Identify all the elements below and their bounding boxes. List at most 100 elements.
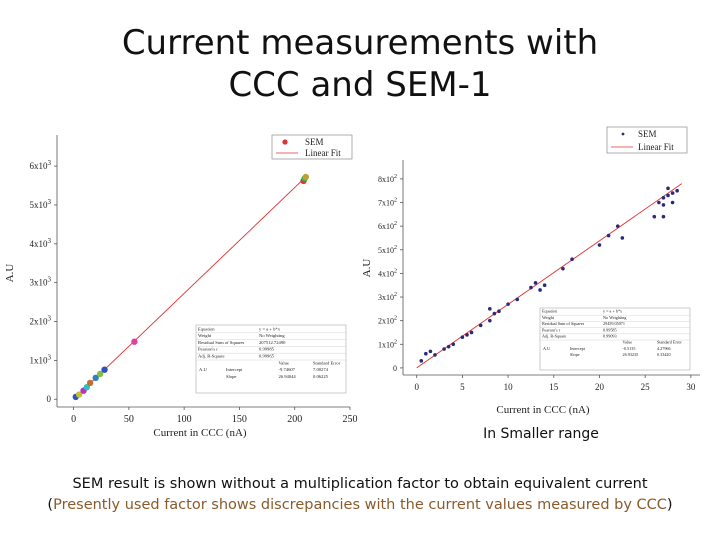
title-line-2: CCC and SEM-1 [228, 65, 492, 105]
left-chart-ticks: 0 50 100 150 200 250 0 1x103 2x103 3x103 4x103 5x10… [30, 159, 358, 425]
stats-key: Adj. R-Square [542, 334, 566, 339]
data-point [570, 257, 574, 262]
data-point [460, 335, 465, 339]
stats-param-cell: 7.00274 [313, 367, 329, 372]
data-point [302, 173, 309, 181]
y-tick-label: 2x103 [30, 315, 52, 327]
y-tick-label: 6x102 [378, 221, 397, 231]
data-point [675, 188, 679, 193]
data-point [670, 191, 675, 195]
right-chart-y-label: A.U [361, 259, 373, 278]
stats-param-cell: A.U [543, 346, 550, 351]
data-point [620, 236, 625, 240]
right-chart: 0 5 10 15 20 25 30 0 1x102 2x102 3x102 4x102 5x102 6x… [361, 126, 700, 416]
stats-param-cell: 26.93235 [623, 352, 639, 357]
data-point [101, 366, 108, 373]
stats-param-header: Value [623, 340, 633, 345]
y-tick-label: 5x103 [30, 198, 52, 210]
footnote-note: Presently used factor shows discrepancie… [53, 497, 637, 513]
footnote-ccc: CCC [636, 497, 667, 513]
data-point [428, 349, 433, 354]
data-point [446, 344, 451, 349]
title-line-1: Current measurements with [121, 23, 599, 63]
stats-value: No Weighting [259, 333, 285, 338]
x-tick-label: 100 [177, 414, 192, 425]
y-tick-label: 0 [47, 394, 52, 404]
stats-value: 0.99093 [603, 334, 617, 339]
data-point [75, 391, 83, 398]
data-point [615, 224, 620, 228]
left-chart-legend: SEM Linear Fit [271, 134, 353, 160]
stats-param-cell: -9.74607 [279, 367, 296, 372]
data-point [131, 338, 138, 345]
data-point [666, 186, 670, 191]
stats-param-cell: 0.06225 [313, 374, 329, 379]
data-point [606, 233, 611, 238]
x-tick-label: 30 [686, 382, 696, 392]
left-chart-y-label: A.U [4, 264, 16, 283]
stats-param-header: Standard Error [657, 340, 682, 345]
right-chart-x-label: Current in CCC (nA) [496, 404, 590, 416]
y-tick-label: 0 [393, 364, 397, 373]
right-chart-stats-table: Equation y = a + b*x Weight No Weighting Res… [539, 307, 691, 371]
stats-key: Pearson's r [542, 327, 561, 332]
data-point [538, 288, 542, 292]
data-point [666, 193, 670, 198]
data-point [657, 200, 661, 205]
y-tick-label: 4x103 [30, 237, 52, 249]
data-point [492, 311, 497, 316]
data-point [433, 353, 437, 357]
stats-key: Pearson's r [198, 347, 218, 352]
data-point [661, 203, 666, 207]
stats-param-cell: -0.5135 [623, 346, 636, 351]
data-point [542, 283, 547, 288]
stats-value: 0.99965 [259, 354, 275, 359]
y-tick-label: 3x103 [30, 276, 52, 288]
x-tick-label: 15 [549, 382, 559, 392]
stats-param-header: Value [279, 360, 289, 365]
footnote-line-2: (Presently used factor shows discrepanci… [10, 495, 710, 516]
stats-param-cell: A.U [199, 367, 207, 372]
legend-fit-label: Linear Fit [305, 148, 341, 158]
x-tick-label: 25 [641, 382, 651, 392]
data-point [488, 318, 492, 323]
right-chart-legend: SEM Linear Fit [606, 126, 688, 154]
footnote-paren-open: ( [47, 497, 54, 513]
left-chart-stats-table: Equation y = a + b*x Weight No Weighting Res… [195, 324, 347, 394]
data-point [86, 379, 94, 387]
y-tick-label: 4x102 [378, 268, 397, 278]
data-point [96, 370, 104, 378]
data-point [652, 214, 657, 219]
data-point [515, 297, 520, 302]
legend-sem-label: SEM [305, 137, 324, 147]
y-tick-label: 6x103 [30, 159, 52, 171]
data-point [533, 281, 538, 285]
stats-key: Residual Sum of Squares [198, 340, 245, 345]
y-tick-label: 1x102 [378, 339, 397, 349]
footnote: SEM result is shown without a multiplica… [10, 474, 710, 516]
stats-key: Equation [198, 326, 215, 331]
data-point [442, 347, 446, 351]
data-point [529, 285, 533, 290]
x-tick-label: 150 [232, 414, 247, 425]
data-point [488, 307, 492, 311]
x-tick-label: 0 [71, 414, 76, 425]
y-tick-label: 7x102 [378, 198, 397, 208]
stats-key: Equation [542, 309, 558, 314]
data-point [424, 351, 428, 356]
stats-value: 207512.72490 [259, 340, 286, 345]
stats-value: y = a + b*x [259, 326, 281, 331]
data-point [478, 323, 483, 328]
x-tick-label: 200 [287, 414, 302, 425]
stats-value: 0.99585 [603, 327, 617, 332]
right-chart-caption: In Smaller range [483, 426, 599, 442]
x-tick-label: 250 [343, 414, 358, 425]
left-chart: 0 50 100 150 200 250 0 1x103 2x103 3x103 4x103 5x10… [4, 134, 358, 439]
right-chart-ticks: 0 5 10 15 20 25 30 0 1x102 2x102 3x102 4x102 5x102 6x… [378, 174, 696, 392]
data-point [561, 266, 565, 271]
stats-param-cell: 4.27966 [657, 346, 671, 351]
stats-key: Weight [198, 333, 212, 338]
stats-param-cell: 0.33420 [657, 352, 671, 357]
legend-fit-label: Linear Fit [638, 142, 674, 152]
stats-value: 0.99985 [259, 347, 275, 352]
